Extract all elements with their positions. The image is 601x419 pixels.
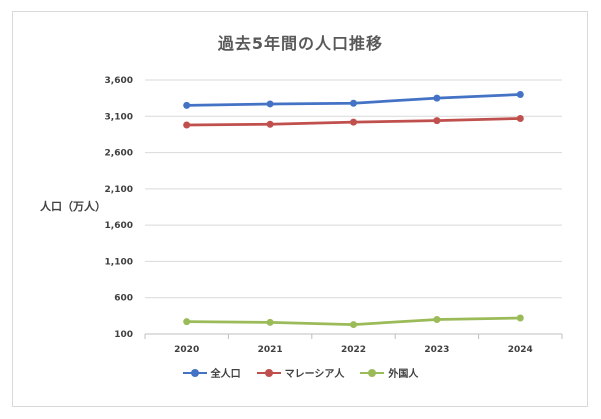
chart-title: 過去5年間の人口推移 bbox=[217, 34, 384, 53]
data-point bbox=[266, 120, 274, 128]
data-point bbox=[266, 100, 274, 108]
y-tick-label: 1,600 bbox=[105, 221, 133, 231]
y-tick-label: 600 bbox=[114, 294, 133, 304]
data-point bbox=[516, 314, 524, 322]
legend-item: 外国人 bbox=[360, 365, 418, 380]
legend-item: 全人口 bbox=[182, 365, 241, 380]
y-tick-label: 1,100 bbox=[105, 257, 133, 267]
legend-marker-icon bbox=[360, 368, 385, 378]
y-tick-label: 3,600 bbox=[105, 76, 133, 86]
data-point bbox=[183, 121, 191, 129]
data-point bbox=[516, 91, 524, 99]
data-point bbox=[350, 99, 357, 107]
data-point bbox=[350, 118, 357, 126]
y-tick-label: 3,100 bbox=[105, 112, 133, 122]
data-point bbox=[183, 101, 191, 109]
legend-item: マレーシア人 bbox=[256, 365, 345, 380]
data-point bbox=[266, 318, 274, 326]
legend-marker-icon bbox=[256, 368, 281, 378]
series-lines bbox=[183, 91, 524, 329]
grid-lines bbox=[145, 79, 562, 335]
legend-label: 全人口 bbox=[210, 369, 241, 380]
data-point bbox=[433, 117, 441, 125]
legend-label: マレーシア人 bbox=[284, 369, 345, 380]
data-point bbox=[516, 114, 524, 122]
legend: 全人口 マレーシア人 外国人 bbox=[0, 365, 601, 380]
x-tick-label: 2024 bbox=[508, 345, 533, 355]
y-tick-label: 2,600 bbox=[105, 149, 133, 159]
y-axis-label: 人口（万人） bbox=[40, 200, 106, 213]
x-axis: 2020 2021 2022 2023 2024 bbox=[144, 334, 563, 355]
data-point bbox=[350, 321, 357, 329]
y-tick-label: 100 bbox=[114, 330, 133, 340]
data-point bbox=[433, 315, 441, 323]
legend-label: 外国人 bbox=[388, 369, 419, 380]
y-axis-ticks: 3,600 3,100 2,600 2,100 1,600 1,100 600 100 bbox=[105, 76, 133, 340]
chart-frame bbox=[12, 11, 588, 407]
data-point bbox=[183, 318, 191, 326]
x-tick-label: 2020 bbox=[174, 345, 199, 355]
x-tick-label: 2023 bbox=[424, 345, 449, 355]
x-tick-label: 2022 bbox=[341, 345, 366, 355]
data-point bbox=[433, 94, 441, 102]
x-tick-label: 2021 bbox=[258, 345, 283, 355]
legend-marker-icon bbox=[182, 368, 207, 378]
y-tick-label: 2,100 bbox=[105, 185, 133, 195]
